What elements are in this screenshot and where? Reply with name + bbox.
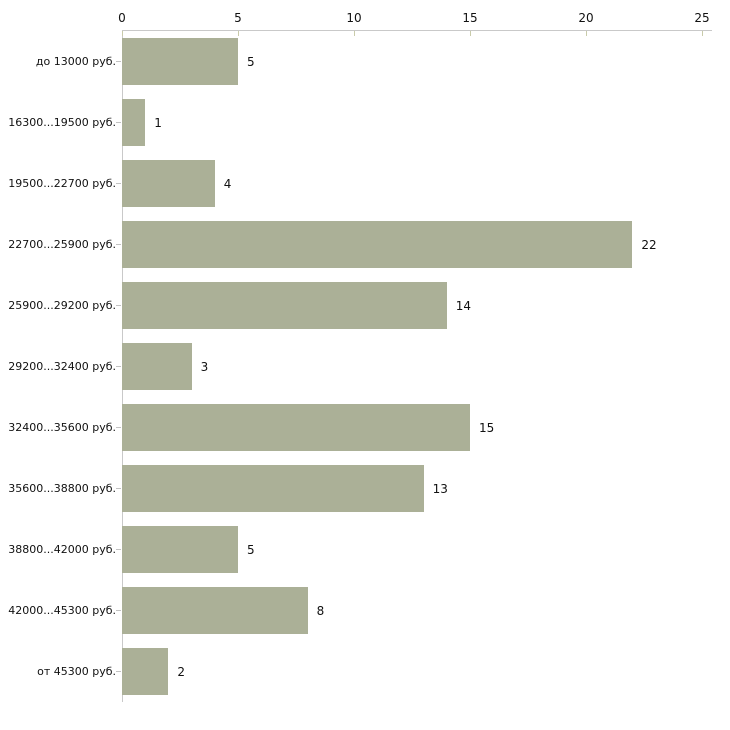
bar-row: 35600...38800 руб. 13 bbox=[0, 458, 730, 519]
x-tick-label: 25 bbox=[694, 11, 710, 25]
bar-row: до 13000 руб. 5 bbox=[0, 31, 730, 92]
value-label: 15 bbox=[479, 420, 495, 435]
category-label: 32400...35600 руб. bbox=[8, 421, 116, 434]
category-label: 22700...25900 руб. bbox=[8, 238, 116, 251]
y-tick-mark bbox=[116, 183, 121, 184]
bar-row: от 45300 руб. 2 bbox=[0, 641, 730, 702]
y-tick-mark bbox=[116, 366, 121, 367]
x-axis-line bbox=[122, 30, 712, 31]
bar bbox=[122, 404, 470, 451]
y-tick-mark bbox=[116, 610, 121, 611]
bar-row: 19500...22700 руб. 4 bbox=[0, 153, 730, 214]
value-label: 8 bbox=[316, 603, 325, 618]
y-tick-mark bbox=[116, 549, 121, 550]
y-tick-mark bbox=[116, 427, 121, 428]
value-label: 1 bbox=[154, 115, 162, 130]
bar bbox=[122, 343, 192, 390]
bar bbox=[122, 160, 215, 207]
bar bbox=[122, 526, 238, 573]
category-label: 35600...38800 руб. bbox=[8, 482, 116, 495]
value-label: 22 bbox=[641, 237, 657, 252]
bar-row: 22700...25900 руб. 22 bbox=[0, 214, 730, 275]
x-tick-mark bbox=[354, 31, 355, 36]
value-label: 14 bbox=[455, 298, 472, 313]
x-tick-label: 5 bbox=[234, 11, 242, 25]
y-tick-mark bbox=[116, 305, 121, 306]
bar-row: 25900...29200 руб. 14 bbox=[0, 275, 730, 336]
value-label: 13 bbox=[432, 481, 448, 496]
bar-row: 32400...35600 руб. 15 bbox=[0, 397, 730, 458]
bar bbox=[122, 587, 308, 634]
category-label: 16300...19500 руб. bbox=[8, 116, 116, 129]
bar bbox=[122, 465, 424, 512]
x-tick-mark bbox=[122, 31, 123, 36]
category-label: 29200...32400 руб. bbox=[8, 360, 116, 373]
category-label: 25900...29200 руб. bbox=[8, 299, 116, 312]
bar bbox=[122, 99, 146, 146]
y-tick-mark bbox=[116, 244, 121, 245]
value-label: 4 bbox=[223, 176, 232, 191]
category-label: 19500...22700 руб. bbox=[8, 177, 116, 190]
x-tick-label: 0 bbox=[118, 11, 126, 25]
bar-row: 29200...32400 руб. 3 bbox=[0, 336, 730, 397]
x-tick-label: 15 bbox=[462, 11, 478, 25]
bar bbox=[122, 282, 447, 329]
bar-row: 42000...45300 руб. 8 bbox=[0, 580, 730, 641]
bar bbox=[122, 221, 633, 268]
bar bbox=[122, 648, 169, 695]
category-label: 38800...42000 руб. bbox=[8, 543, 116, 556]
x-tick-label: 20 bbox=[578, 11, 594, 25]
y-tick-mark bbox=[116, 61, 121, 62]
x-tick-mark bbox=[238, 31, 239, 36]
bar-row: 16300...19500 руб. 1 bbox=[0, 92, 730, 153]
x-tick-label: 10 bbox=[346, 11, 362, 25]
category-label: 42000...45300 руб. bbox=[8, 604, 116, 617]
y-tick-mark bbox=[116, 122, 121, 123]
bar bbox=[122, 38, 238, 85]
x-tick-mark bbox=[470, 31, 471, 36]
value-label: 3 bbox=[200, 359, 209, 374]
category-label: до 13000 руб. bbox=[35, 55, 116, 68]
x-tick-mark bbox=[702, 31, 703, 36]
bar-rows: до 13000 руб. 5 16300...19500 руб. 1 19500..… bbox=[0, 31, 730, 702]
bar-row: 38800...42000 руб. 5 bbox=[0, 519, 730, 580]
y-tick-mark bbox=[116, 488, 121, 489]
value-label: 5 bbox=[247, 54, 255, 69]
y-tick-mark bbox=[116, 671, 121, 672]
category-label: от 45300 руб. bbox=[37, 665, 116, 678]
value-label: 5 bbox=[247, 542, 255, 557]
value-label: 2 bbox=[177, 664, 186, 679]
x-tick-mark bbox=[586, 31, 587, 36]
